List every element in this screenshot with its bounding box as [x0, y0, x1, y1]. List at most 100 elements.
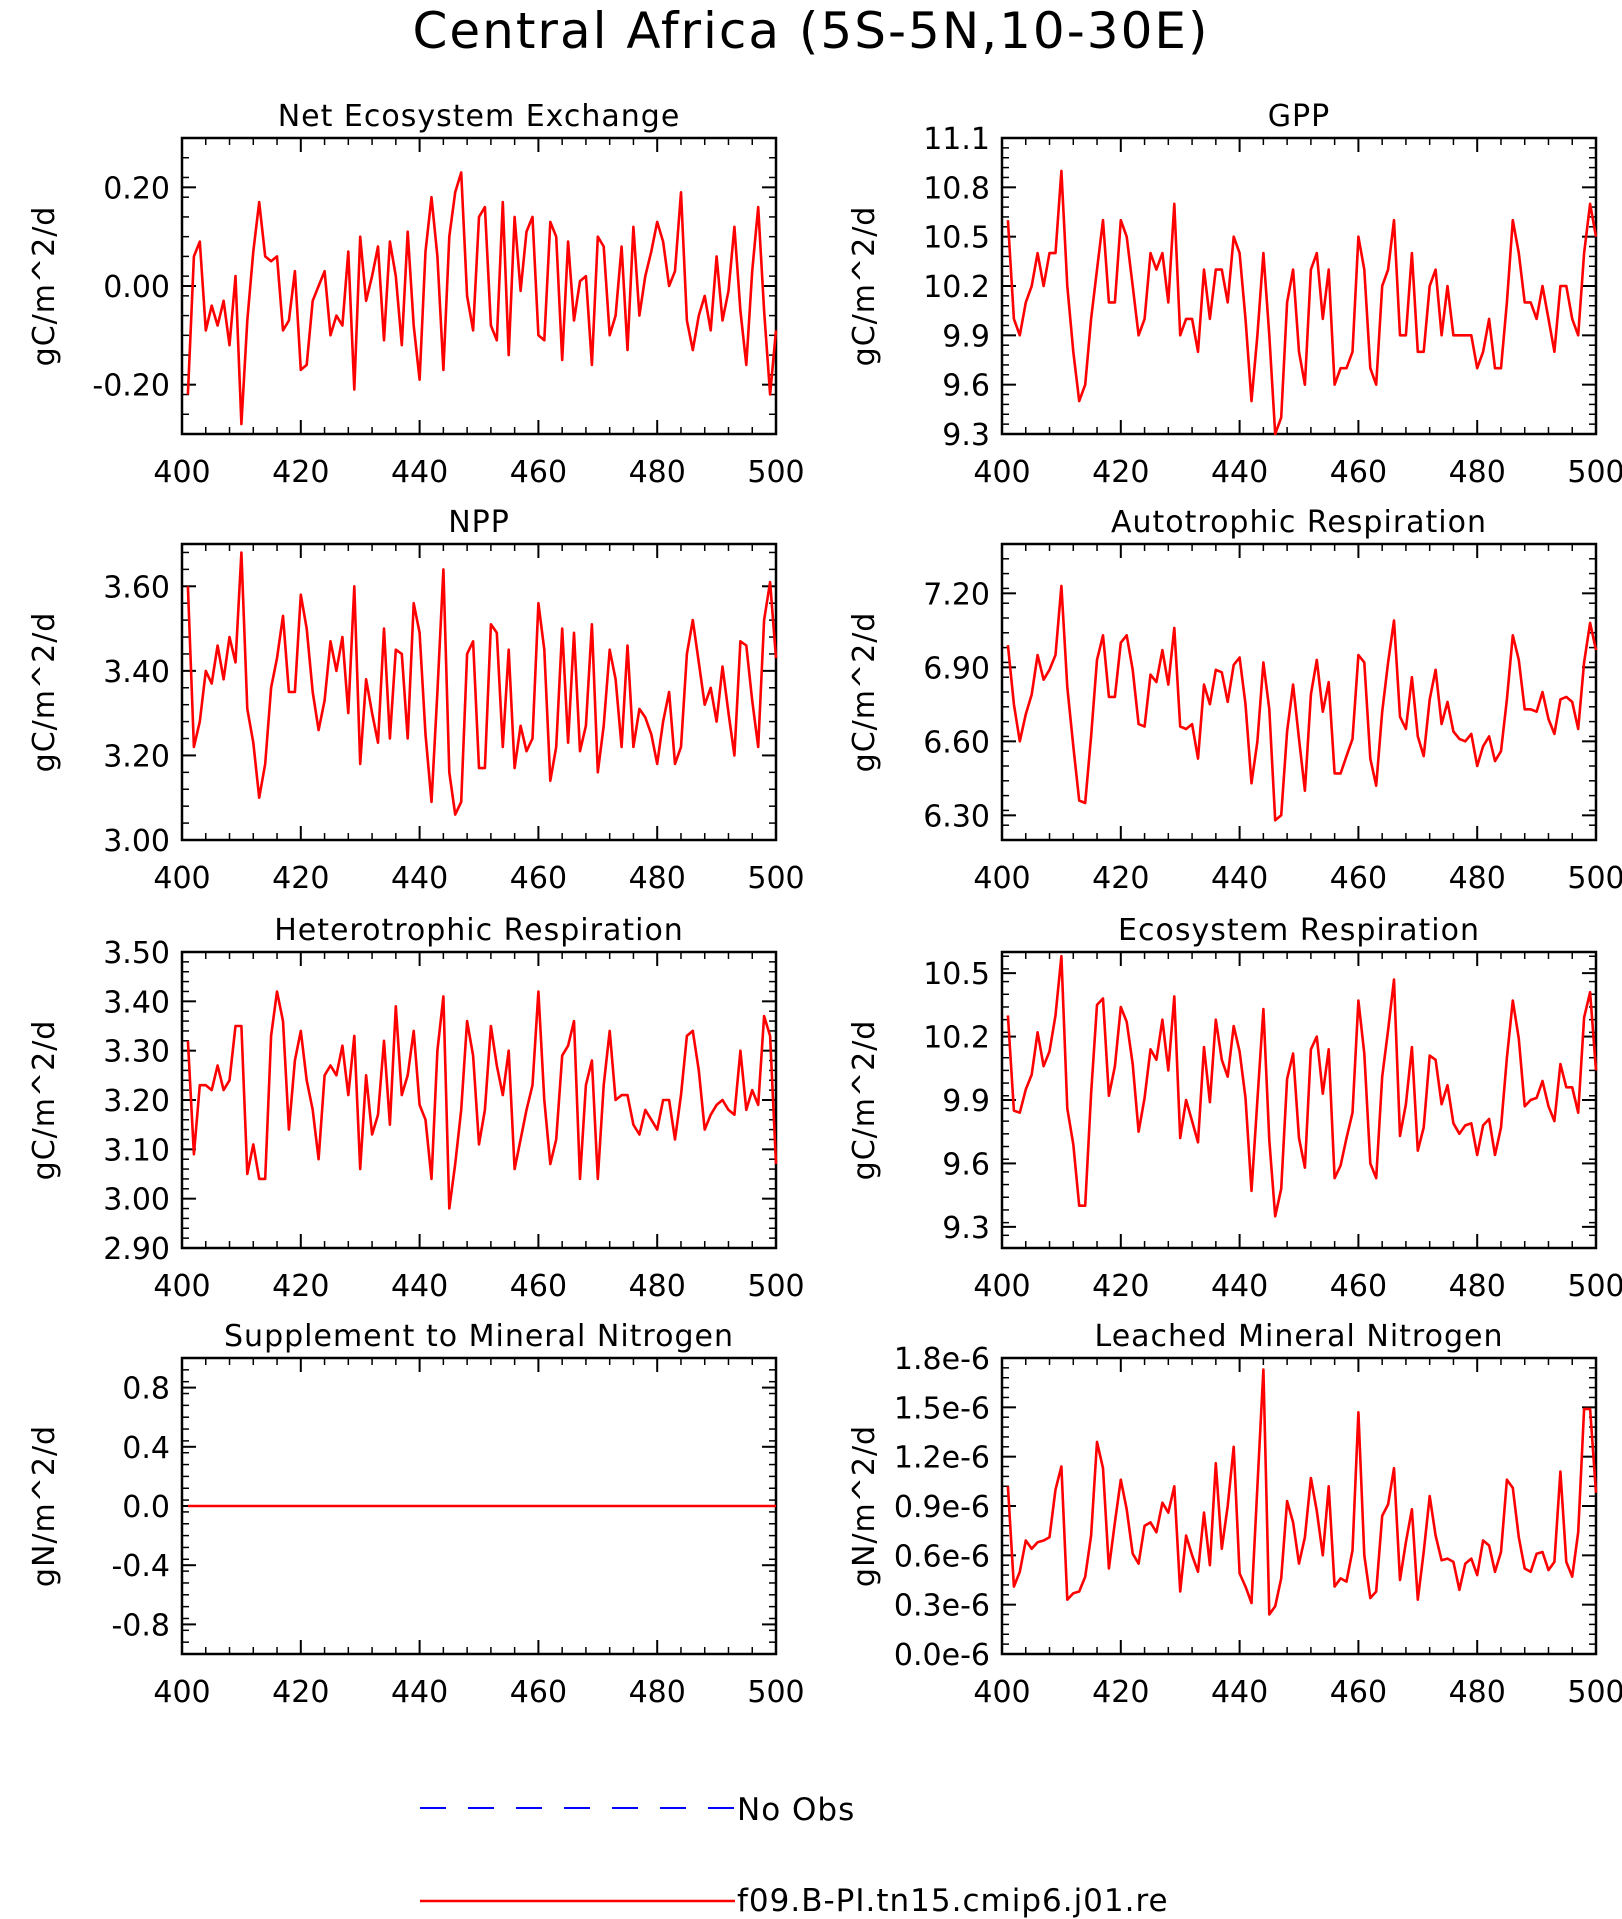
panel-6: Supplement to Mineral Nitrogen gN/m^2/d 40…: [27, 1319, 805, 1710]
y-axis-label: gN/m^2/d: [847, 1425, 882, 1587]
y-tick-label: 9.3: [942, 418, 990, 453]
y-tick-label: 11.1: [923, 122, 990, 157]
x-tick-label: 460: [510, 1675, 567, 1710]
series-line-0: [1006, 954, 1598, 1218]
legend-model-label: f09.B-PI.tn15.cmip6.j01.re: [737, 1883, 1169, 1919]
x-tick-label: 440: [1211, 1675, 1268, 1710]
y-tick-label: 0.4: [122, 1431, 170, 1466]
y-tick-label: 3.60: [103, 570, 170, 605]
x-tick-label: 420: [1092, 861, 1149, 896]
x-tick-label: 400: [153, 861, 210, 896]
x-tick-label: 460: [510, 455, 567, 490]
panel-title: Ecosystem Respiration: [1118, 913, 1480, 948]
x-tick-label: 500: [1567, 1269, 1622, 1304]
y-tick-label: 9.6: [942, 369, 990, 404]
x-tick-label: 440: [391, 455, 448, 490]
x-tick-label: 480: [1449, 861, 1506, 896]
x-tick-label: 460: [1330, 455, 1387, 490]
x-tick-label: 480: [629, 861, 686, 896]
x-tick-label: 400: [153, 455, 210, 490]
x-tick-label: 440: [391, 1269, 448, 1304]
x-tick-label: 500: [747, 455, 804, 490]
x-tick-label: 440: [1211, 1269, 1268, 1304]
panel-title: Leached Mineral Nitrogen: [1095, 1319, 1504, 1354]
x-tick-label: 500: [1567, 1675, 1622, 1710]
x-tick-label: 460: [510, 1269, 567, 1304]
y-axis-label: gC/m^2/d: [27, 612, 62, 773]
y-tick-label: 1.2e-6: [894, 1441, 990, 1476]
panel-2: NPP gC/m^2/d 400 420 440 460 480 500 3.00 3.20 3.4…: [27, 505, 805, 896]
x-tick-label: 480: [1449, 1675, 1506, 1710]
series-line-0: [1006, 169, 1598, 436]
x-tick-label: 480: [1449, 1269, 1506, 1304]
x-tick-label: 480: [629, 1675, 686, 1710]
panel-title: GPP: [1268, 99, 1330, 134]
x-tick-label: 420: [1092, 1675, 1149, 1710]
x-tick-label: 440: [1211, 455, 1268, 490]
x-tick-label: 420: [272, 1675, 329, 1710]
y-tick-label: 10.2: [923, 1021, 990, 1056]
plot-frame: [1000, 1356, 1598, 1656]
series-line-0: [186, 551, 778, 816]
x-tick-label: 480: [1449, 455, 1506, 490]
x-tick-label: 500: [1567, 861, 1622, 896]
y-tick-label: 0.0e-6: [894, 1638, 990, 1673]
y-tick-label: 0.00: [103, 270, 170, 305]
panel-title: Heterotrophic Respiration: [274, 913, 684, 948]
series-line-0: [186, 990, 778, 1210]
y-tick-label: 7.20: [923, 577, 990, 612]
x-tick-label: 460: [1330, 1269, 1387, 1304]
y-tick-label: 3.00: [103, 1183, 170, 1218]
x-tick-label: 500: [1567, 455, 1622, 490]
legend-obs-swatch: [420, 1807, 735, 1809]
x-tick-label: 460: [510, 861, 567, 896]
y-tick-label: -0.8: [111, 1608, 170, 1643]
y-tick-label: 9.6: [942, 1147, 990, 1182]
panel-title: Supplement to Mineral Nitrogen: [224, 1319, 734, 1354]
x-tick-label: 480: [629, 1269, 686, 1304]
x-tick-label: 500: [747, 1675, 804, 1710]
x-tick-label: 480: [629, 455, 686, 490]
y-tick-label: 3.10: [103, 1133, 170, 1168]
y-tick-label: 3.30: [103, 1035, 170, 1070]
plot-frame: [180, 542, 778, 842]
panel-title: NPP: [448, 505, 510, 540]
x-tick-label: 500: [747, 1269, 804, 1304]
y-tick-label: 6.30: [923, 799, 990, 834]
y-axis-label: gC/m^2/d: [847, 1020, 882, 1181]
x-tick-label: 400: [973, 455, 1030, 490]
x-tick-label: 400: [153, 1269, 210, 1304]
y-tick-label: -0.4: [111, 1549, 170, 1584]
y-tick-label: 0.0: [122, 1490, 170, 1525]
x-tick-label: 460: [1330, 861, 1387, 896]
series-line-0: [1006, 584, 1598, 822]
y-tick-label: 3.50: [103, 936, 170, 971]
x-tick-label: 460: [1330, 1675, 1387, 1710]
y-tick-label: 0.8: [122, 1372, 170, 1407]
x-tick-label: 500: [747, 861, 804, 896]
y-axis-label: gC/m^2/d: [847, 206, 882, 367]
y-tick-label: 3.20: [103, 739, 170, 774]
y-tick-label: 10.2: [923, 270, 990, 305]
y-tick-label: 0.3e-6: [894, 1589, 990, 1624]
y-tick-label: 10.5: [923, 221, 990, 256]
y-tick-label: 9.9: [942, 1084, 990, 1119]
series-line-0: [186, 171, 778, 426]
y-tick-label: 10.8: [923, 171, 990, 206]
y-tick-label: 6.60: [923, 725, 990, 760]
x-tick-label: 400: [973, 1269, 1030, 1304]
panel-1: GPP gC/m^2/d 400 420 440 460 480 500 9.3 9.6 9.9 10…: [847, 99, 1622, 490]
x-tick-label: 420: [1092, 455, 1149, 490]
panel-title: Autotrophic Respiration: [1111, 505, 1487, 540]
x-tick-label: 400: [153, 1675, 210, 1710]
y-tick-label: 3.40: [103, 655, 170, 690]
panel-title: Net Ecosystem Exchange: [278, 99, 681, 134]
y-tick-label: 2.90: [103, 1232, 170, 1267]
x-tick-label: 420: [272, 861, 329, 896]
y-tick-label: 1.5e-6: [894, 1391, 990, 1426]
legend-obs-label: No Obs: [737, 1792, 856, 1828]
panel-0: Net Ecosystem Exchange gC/m^2/d 400 420 440 4…: [27, 99, 805, 490]
y-tick-label: 9.3: [942, 1211, 990, 1246]
y-axis-label: gC/m^2/d: [847, 612, 882, 773]
